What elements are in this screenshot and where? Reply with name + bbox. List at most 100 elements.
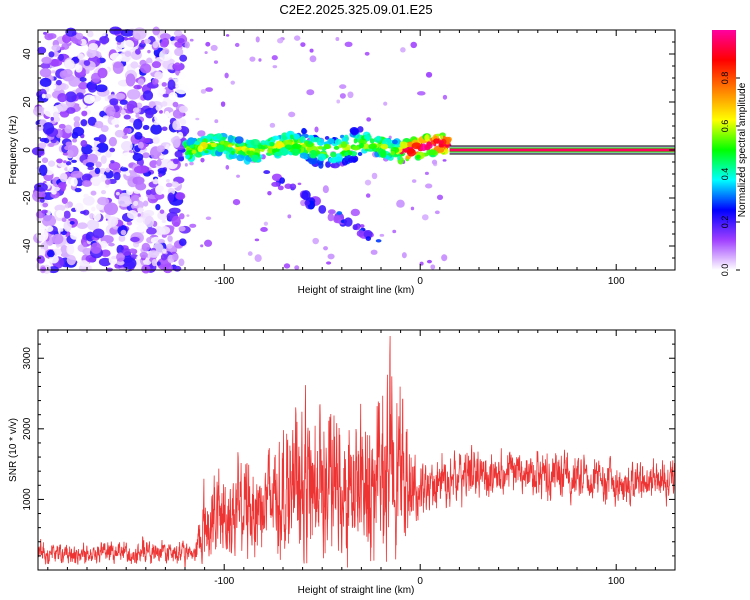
- spectrogram-cell: [85, 162, 95, 168]
- spectrogram-cell: [97, 67, 108, 79]
- spectrogram-cell: [142, 90, 154, 101]
- spectrogram-cell: [97, 197, 110, 206]
- spectrogram-cell: [375, 239, 382, 243]
- colorbar-tick-label: 0.4: [720, 168, 730, 181]
- figure-title: C2E2.2025.325.09.01.E25: [279, 2, 432, 17]
- spectrogram-cell: [291, 143, 302, 150]
- spectrogram-cell: [61, 197, 68, 205]
- spectrogram-cell: [142, 124, 150, 131]
- spectrogram-cell: [136, 255, 142, 260]
- spectrogram-cell: [100, 240, 108, 249]
- spectrogram-cell: [129, 248, 136, 253]
- spectrogram-cell: [95, 161, 102, 168]
- spectrogram-cell: [43, 93, 52, 99]
- spectrogram-cell: [274, 151, 283, 157]
- spectrogram-cell: [41, 157, 49, 164]
- spectrogram-cell: [426, 149, 437, 156]
- spectrogram-cell: [379, 233, 385, 237]
- spectrogram-cell: [125, 73, 136, 87]
- spectrogram-cell: [193, 141, 201, 145]
- spectrogram-cell: [70, 170, 83, 179]
- spectrogram-cell: [421, 139, 426, 143]
- spectrogram-cell: [109, 98, 119, 106]
- spectrogram-cell: [152, 135, 161, 145]
- spectrogram-cell: [113, 111, 121, 119]
- spectrogram-cell: [363, 134, 370, 140]
- spectrogram-cell: [57, 103, 68, 112]
- spectrogram-cell: [90, 206, 96, 212]
- spectrogram-cell: [161, 101, 168, 107]
- y-tick-label: -40: [22, 238, 33, 253]
- spectrogram-cell: [100, 155, 107, 164]
- spectrogram-cell: [434, 210, 440, 215]
- colorbar-ticks: 0.0 0.2 0.4 0.6 0.8: [720, 72, 740, 276]
- spectrogram-cell: [277, 185, 284, 191]
- spectrogram-cell: [58, 123, 66, 129]
- spectrogram-cell: [364, 179, 372, 186]
- spectrogram-cell: [118, 235, 126, 242]
- spectrogram-cell: [343, 217, 353, 227]
- spectrogram-cell: [160, 253, 168, 261]
- spectrogram-cell: [277, 37, 284, 44]
- spectrogram-cell: [175, 84, 189, 95]
- spectrogram-cell: [334, 153, 343, 162]
- spectrogram-cell: [50, 84, 57, 90]
- spectrogram-cell: [56, 158, 63, 164]
- spectrogram-cell: [83, 193, 89, 198]
- colorbar-tick-label: 0.2: [720, 216, 730, 229]
- spectrogram-cell: [172, 101, 179, 108]
- spectrogram-cell: [195, 117, 200, 121]
- spectrogram-cell: [117, 196, 132, 207]
- spectrogram-cell: [438, 140, 445, 145]
- x-tick-label: 0: [417, 276, 423, 287]
- spectrogram-cell: [178, 156, 185, 162]
- spectrogram-cell: [162, 93, 170, 98]
- spectrogram-cell: [133, 200, 139, 207]
- spectrogram-cell: [442, 159, 447, 162]
- spectrogram-cell: [323, 143, 331, 149]
- spectrogram-cell: [330, 162, 340, 169]
- spectrogram-cell: [91, 146, 99, 151]
- spectrogram-cell: [189, 38, 194, 42]
- spectrogram-cell: [59, 172, 68, 183]
- spectrogram-cell: [137, 141, 144, 149]
- spectrogram-cell: [87, 30, 94, 38]
- spectrogram-cell: [369, 138, 375, 144]
- spectrogram-cell: [63, 210, 71, 219]
- spectrogram-cell: [442, 94, 448, 100]
- spectrogram-cell: [406, 148, 416, 157]
- spectrogram-cell: [267, 190, 272, 196]
- spectrogram-cell: [161, 82, 167, 87]
- spectrogram-cell: [178, 226, 186, 232]
- spectrogram-cell: [105, 167, 111, 173]
- spectrogram-cell: [314, 126, 319, 133]
- spectrogram-cell: [95, 84, 108, 93]
- spectrogram-cell: [362, 143, 370, 151]
- spectrogram-cell: [371, 172, 378, 180]
- spectrogram-cell: [349, 127, 359, 135]
- spectrogram-cell: [158, 173, 163, 178]
- spectrogram-cell: [51, 190, 57, 195]
- spectrogram-cell: [160, 159, 173, 170]
- spectrogram-cell: [137, 213, 141, 217]
- spectrogram-cell: [151, 61, 162, 69]
- spectrogram-cell: [107, 216, 119, 227]
- spectrogram-cell: [137, 207, 145, 213]
- spectrogram-cell: [210, 142, 217, 148]
- spectrogram-cell: [375, 135, 382, 141]
- spectrogram-cell: [78, 81, 89, 90]
- spectrogram-cell: [359, 224, 365, 228]
- spectrogram-cell: [83, 94, 95, 104]
- spectrogram-cell: [150, 123, 163, 135]
- spectrogram-cell: [287, 214, 292, 219]
- spectrogram-cell: [234, 42, 240, 48]
- spectrogram-cell: [307, 141, 313, 145]
- spectrogram-cell: [441, 254, 448, 262]
- spectrogram-cell: [366, 117, 372, 122]
- spectrogram-cell: [318, 161, 324, 169]
- spectrogram-cell: [340, 141, 348, 148]
- spectrogram-cell: [61, 217, 67, 223]
- x-tick-label: 100: [608, 276, 625, 287]
- spectrogram-cell: [284, 144, 293, 150]
